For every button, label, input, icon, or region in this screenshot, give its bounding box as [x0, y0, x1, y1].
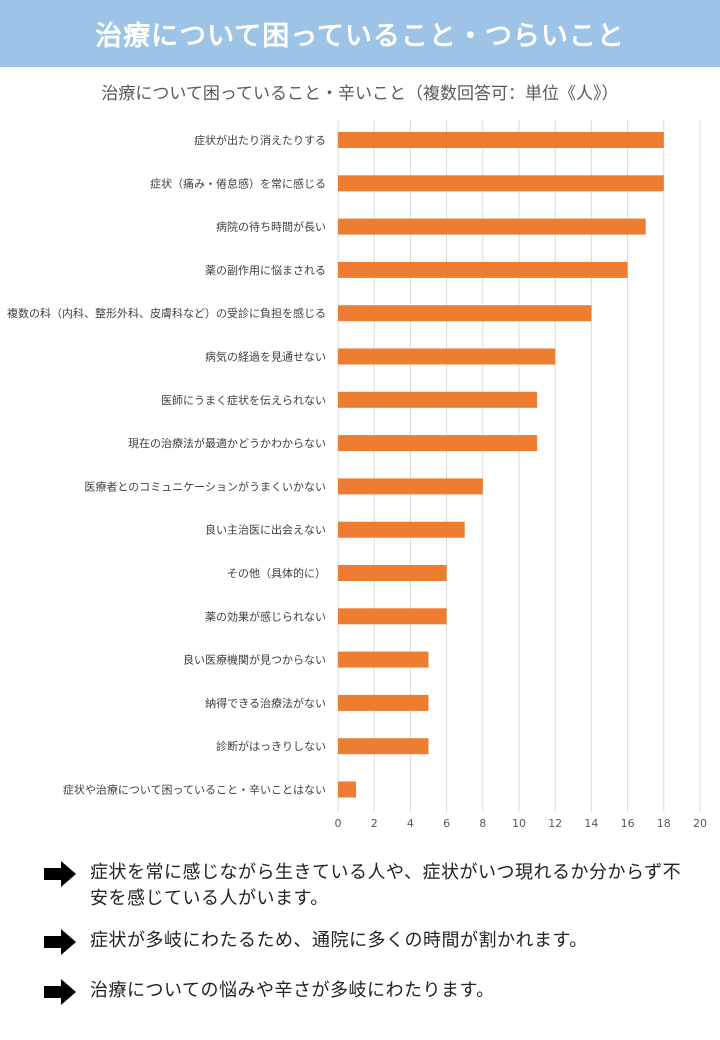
right-arrow-icon — [44, 861, 76, 887]
right-arrow-icon — [44, 929, 76, 955]
right-arrow-icon — [44, 979, 76, 1005]
category-label: 複数の科（内科、整形外科、皮膚科など）の受診に負担を感じる — [7, 306, 326, 320]
category-label: 良い医療機関が見つからない — [183, 653, 326, 667]
category-label: 病院の待ち時間が長い — [216, 220, 326, 234]
bar — [338, 132, 664, 148]
category-label: 症状が出たり消えたりする — [194, 133, 326, 147]
note-text-3: 治療についての悩みや辛さが多岐にわたります。 — [90, 980, 495, 1001]
x-tick-label: 2 — [371, 817, 378, 830]
bar — [338, 694, 429, 711]
note-2: 症状が多岐にわたるため、通院に多くの時間が割かれます。 — [44, 928, 684, 955]
bar — [338, 521, 465, 538]
x-tick-label: 20 — [693, 817, 707, 830]
bar — [338, 261, 628, 278]
bar — [338, 348, 556, 365]
x-tick-label: 8 — [479, 817, 486, 830]
bar — [338, 651, 429, 668]
category-label: 良い主治医に出会えない — [205, 523, 326, 537]
bar — [338, 175, 664, 192]
category-label: 薬の副作用に悩まされる — [205, 263, 326, 277]
x-tick-label: 14 — [584, 817, 598, 830]
note-1: 症状を常に感じながら生きている人や、症状がいつ現れるか分からず不安を感じている人… — [44, 860, 684, 912]
x-tick-label: 10 — [512, 817, 526, 830]
page-title: 治療について困っていること・つらいこと — [95, 21, 625, 52]
category-label: 薬の効果が感じられない — [205, 609, 326, 623]
x-tick-label: 16 — [621, 817, 635, 830]
category-label: 症状（痛み・倦怠感）を常に感じる — [150, 176, 326, 190]
bar — [338, 305, 592, 322]
bar — [338, 391, 538, 408]
chart-title: 治療について困っていること・辛いこと（複数回答可：単位《人》） — [101, 84, 619, 104]
category-label: 症状や治療について困っていること・辛いことはない — [63, 783, 326, 797]
x-tick-label: 6 — [443, 817, 450, 830]
category-label: その他（具体的に） — [227, 566, 326, 580]
x-tick-label: 4 — [407, 817, 414, 830]
bar — [338, 781, 357, 798]
bar-chart: 0 2 4 6 8 10 12 14 16 18 20 症状が出たり消えたりする症状（痛み・倦怠感）を… — [7, 120, 707, 830]
bar — [338, 738, 429, 755]
bar — [338, 565, 447, 581]
category-label: 医師にうまく症状を伝えられない — [161, 393, 326, 407]
bar — [338, 608, 447, 625]
category-label: 現在の治療法が最適かどうかわからない — [128, 436, 326, 450]
x-tick-label: 18 — [657, 817, 671, 830]
x-tick-label: 12 — [548, 817, 562, 830]
note-text-2: 症状が多岐にわたるため、通院に多くの時間が割かれます。 — [90, 930, 588, 951]
x-tick-label: 0 — [335, 817, 342, 830]
category-label: 医療者とのコミュニケーションがうまくいかない — [84, 479, 326, 493]
note-text-1: 症状を常に感じながら生きている人や、症状がいつ現れるか分からず不安を感じている人… — [90, 862, 682, 909]
bar — [338, 478, 483, 495]
note-3: 治療についての悩みや辛さが多岐にわたります。 — [44, 978, 684, 1005]
category-label: 診断がはっきりしない — [216, 739, 326, 753]
title-banner: 治療について困っていること・つらいこと — [0, 0, 720, 67]
category-label: 病気の経過を見通せない — [205, 350, 326, 364]
bar — [338, 218, 646, 235]
bar — [338, 435, 538, 452]
category-label: 納得できる治療法がない — [205, 696, 326, 710]
